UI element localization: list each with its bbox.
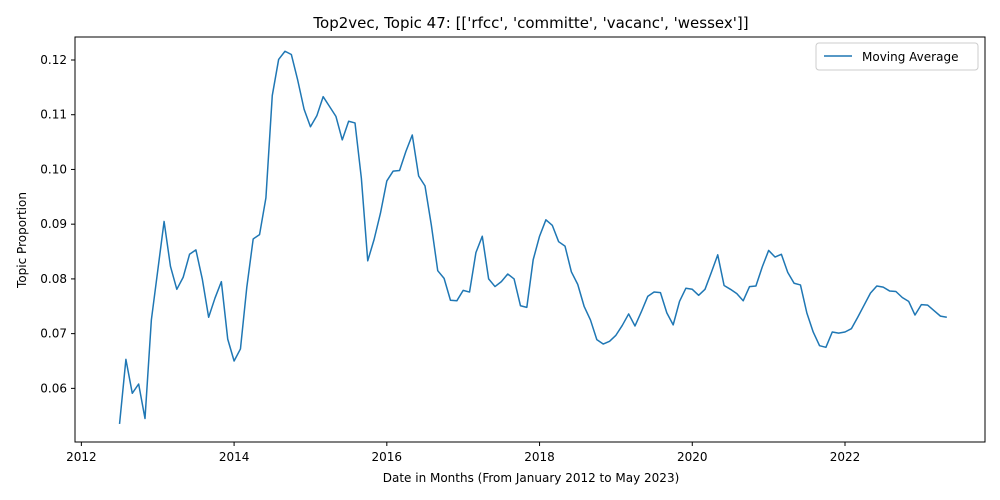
y-tick-label: 0.12 [40,53,67,67]
y-tick-label: 0.11 [40,108,67,122]
chart-title: Top2vec, Topic 47: [['rfcc', 'committe',… [312,14,748,32]
x-tick-label: 2016 [372,450,403,464]
y-tick-label: 0.06 [40,381,67,395]
plot-area [74,36,986,443]
moving-average-line [118,50,947,425]
x-tick-label: 2014 [219,450,250,464]
y-axis-label: Topic Proportion [15,192,29,289]
x-tick-label: 2020 [677,450,708,464]
legend-entry-moving-average: Moving Average [862,50,958,64]
x-tick-label: 2022 [830,450,861,464]
x-tick-label: 2018 [524,450,555,464]
y-tick-label: 0.10 [40,162,67,176]
y-tick-label: 0.09 [40,217,67,231]
y-axis: 0.06 0.07 0.08 0.09 0.10 0.11 0.12 [40,53,75,395]
legend: Moving Average [815,42,979,71]
y-tick-label: 0.08 [40,272,67,286]
y-tick-label: 0.07 [40,327,67,341]
x-tick-label: 2012 [66,450,97,464]
legend-box [815,42,979,71]
x-axis-label: Date in Months (From January 2012 to May… [383,471,680,485]
x-axis: 2012 2014 2016 2018 2020 2022 [66,442,860,464]
